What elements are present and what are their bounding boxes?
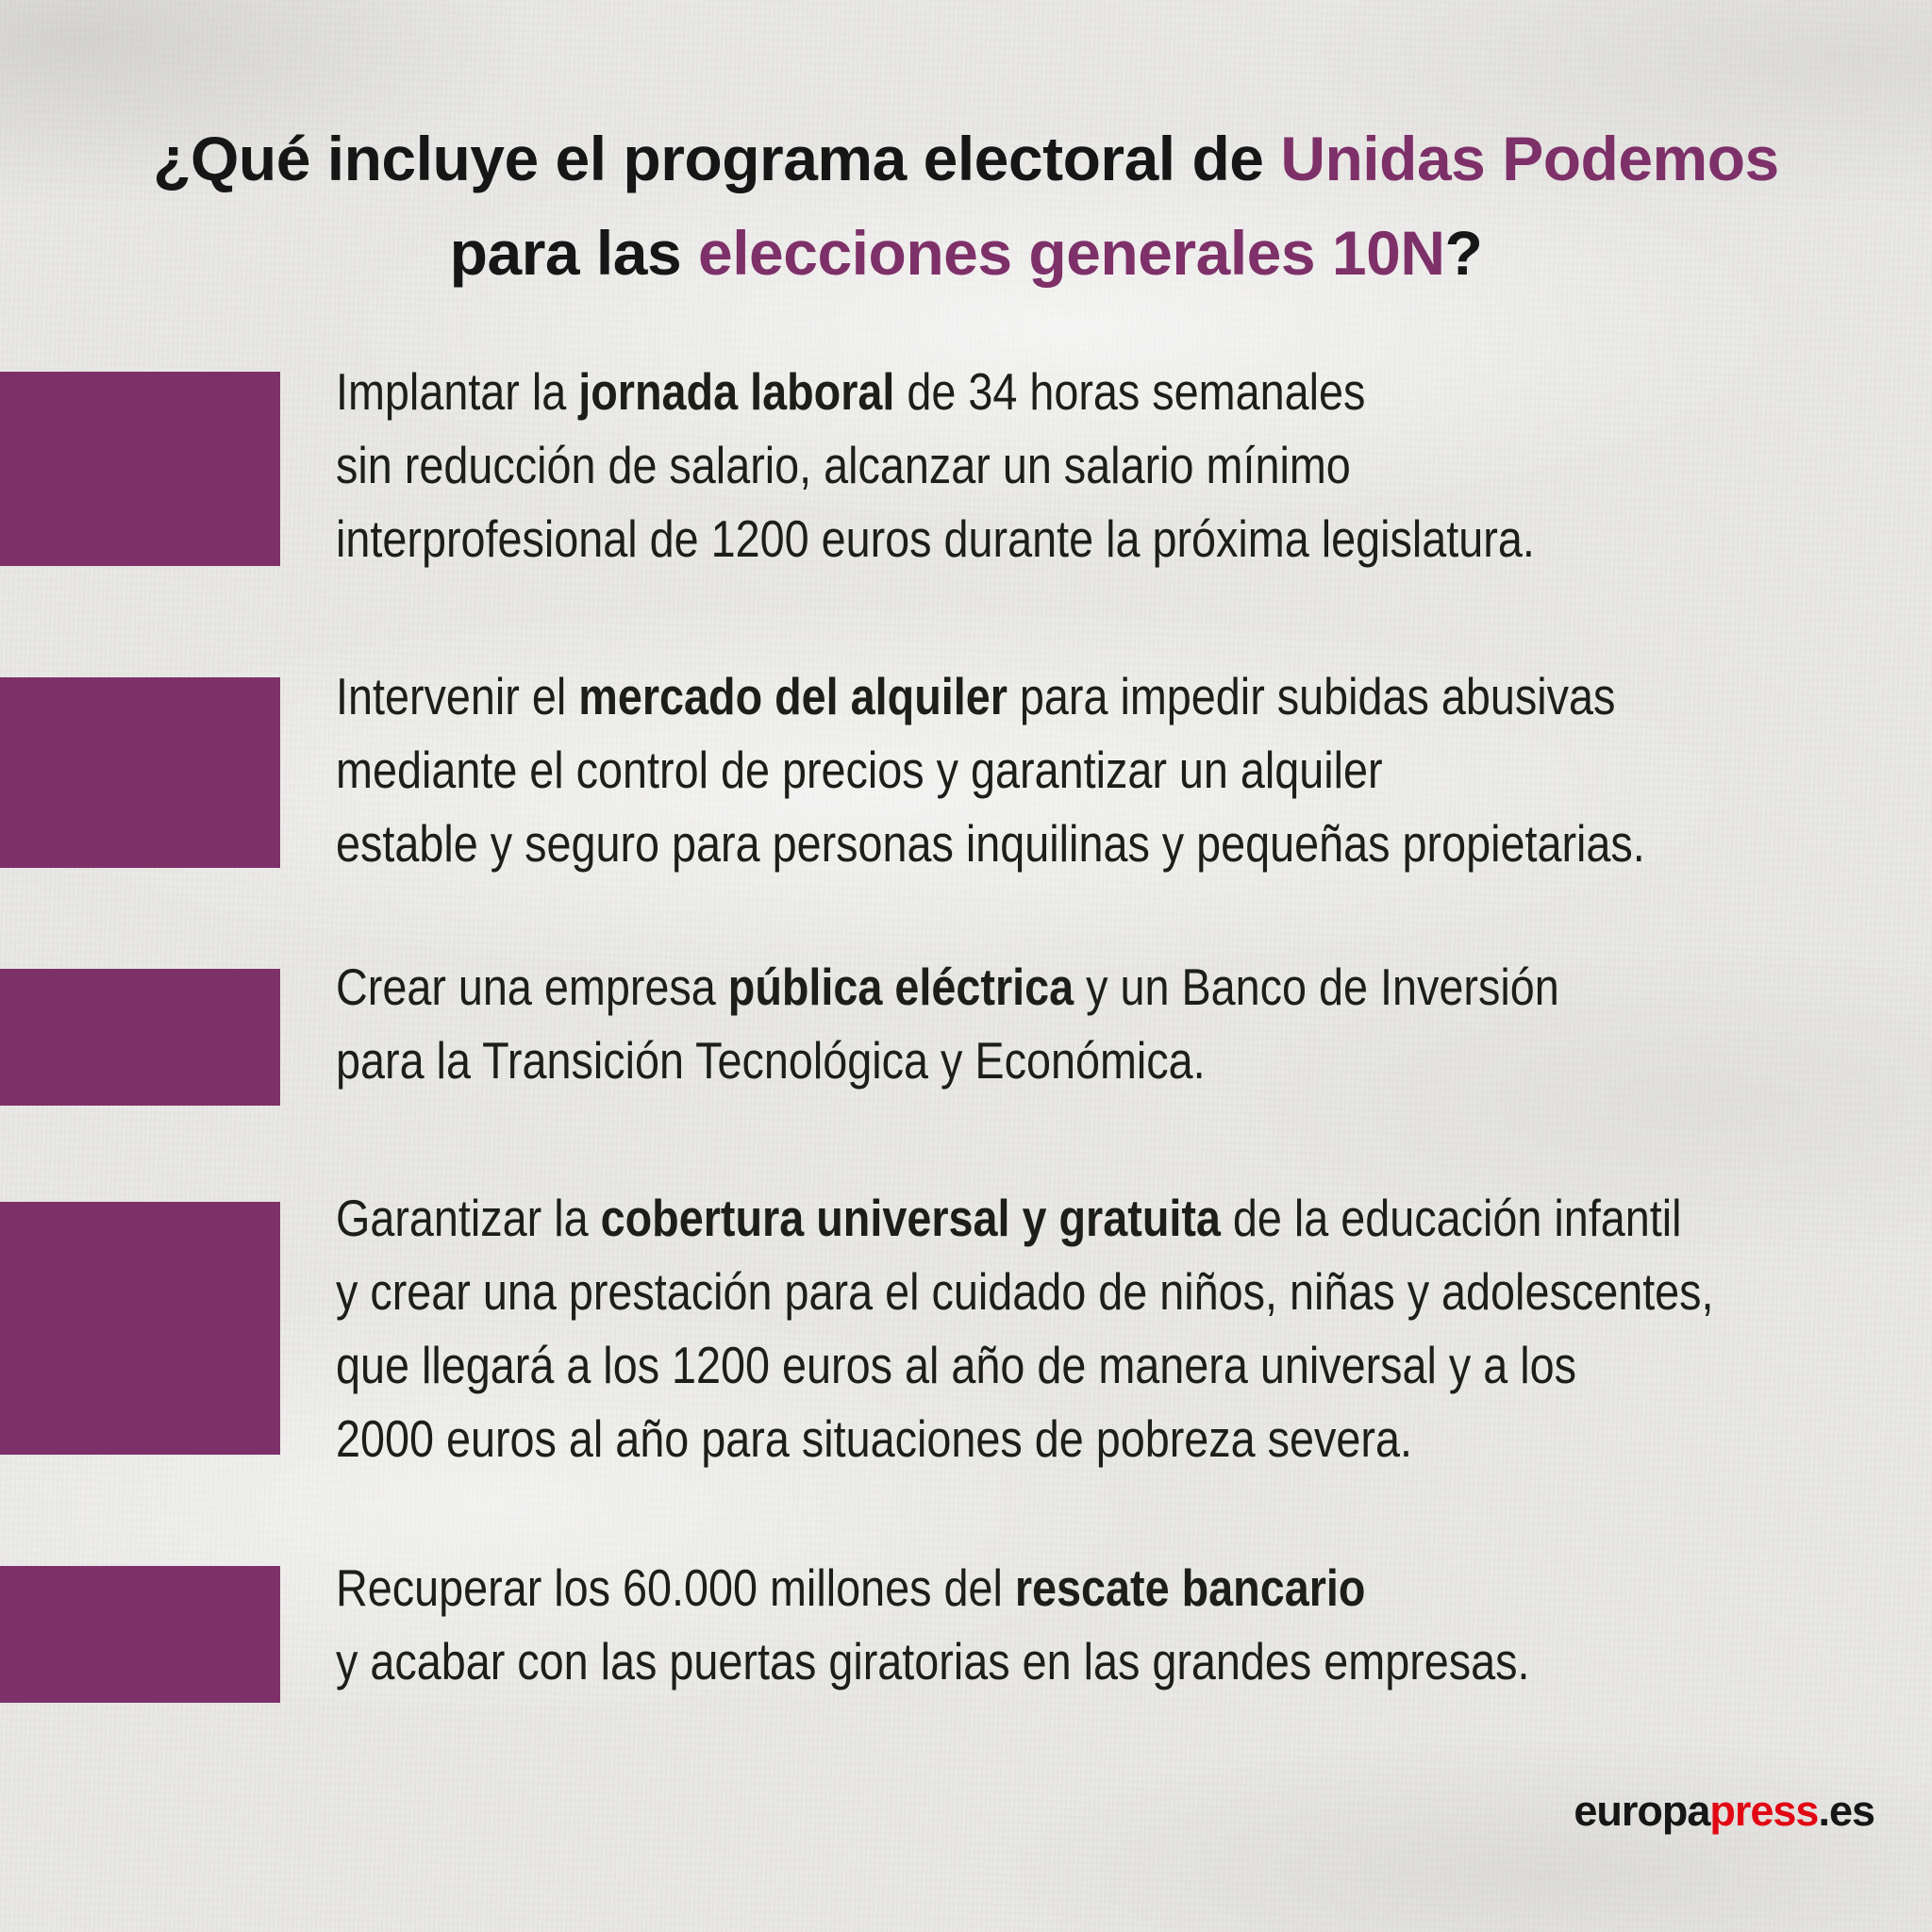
bullet-bar-4 xyxy=(0,1202,280,1455)
program-item-2-text: Intervenir el mercado del alquiler para … xyxy=(336,667,1645,873)
page-title: ¿Qué incluye el programa electoral de Un… xyxy=(153,124,1779,288)
bullet-bar-3 xyxy=(0,969,280,1106)
program-item-1-text: Implantar la jornada laboral de 34 horas… xyxy=(336,362,1535,568)
program-item-4-text: Garantizar la cobertura universal y grat… xyxy=(336,1189,1714,1468)
bullet-bar-2 xyxy=(0,677,280,868)
bullet-bar-5 xyxy=(0,1566,280,1703)
program-item-5-text: Recuperar los 60.000 millones del rescat… xyxy=(336,1558,1530,1690)
europapress-logo: europapress.es xyxy=(1574,1787,1875,1835)
program-item-3-text: Crear una empresa pública eléctrica y un… xyxy=(336,958,1559,1090)
bullet-bar-1 xyxy=(0,372,280,566)
